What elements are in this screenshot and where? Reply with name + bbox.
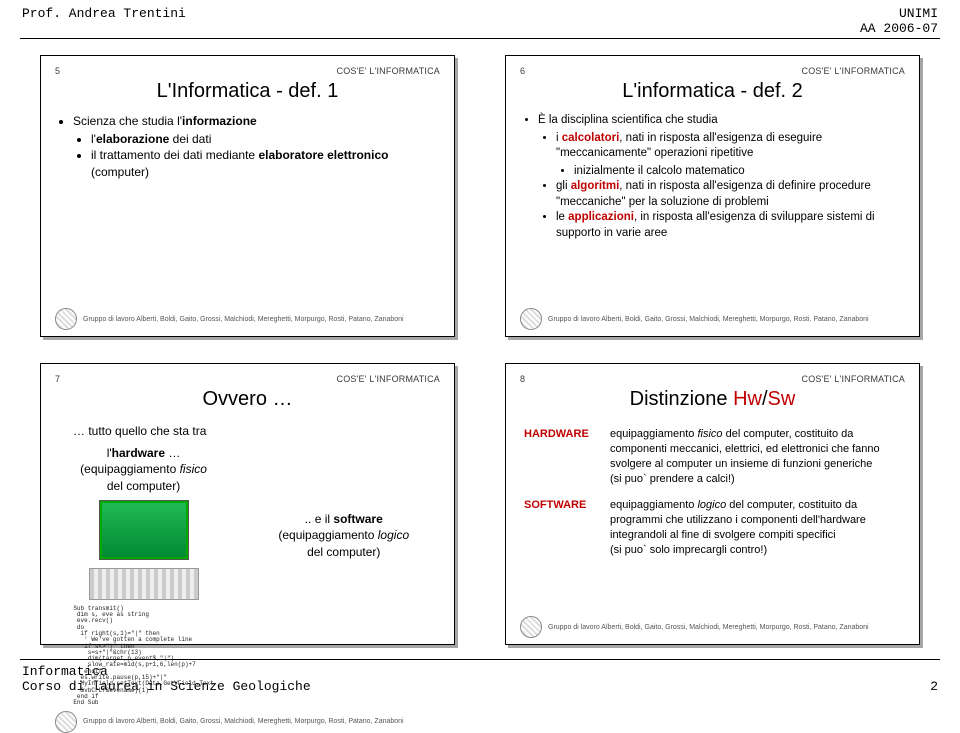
credits-text: Gruppo di lavoro Alberti, Boldi, Gaito, … [83, 718, 404, 725]
header-right-top: UNIMI [899, 6, 938, 21]
slide-number: 7 [55, 374, 60, 384]
page-number: 2 [930, 679, 938, 694]
university-logo-icon [520, 308, 542, 330]
hardware-block: l'hardware … (equipaggiamento fisico del… [55, 445, 232, 706]
software-block: .. e il software (equipaggiamento logico… [248, 511, 441, 560]
slide-category: COS'E' L'INFORMATICA [802, 66, 906, 76]
slide-number: 6 [520, 66, 525, 76]
slide-footer: Gruppo di lavoro Alberti, Boldi, Gaito, … [55, 308, 440, 330]
slide-7: 7 COS'E' L'INFORMATICA Ovvero … … tutto … [40, 363, 455, 645]
credits-text: Gruppo di lavoro Alberti, Boldi, Gaito, … [83, 316, 404, 323]
circuit-board-icon [99, 500, 189, 560]
slide-footer: Gruppo di lavoro Alberti, Boldi, Gaito, … [55, 711, 440, 733]
slide-body: Scienza che studia l'informazione l'elab… [55, 113, 440, 304]
hardware-desc: equipaggiamento fisico del computer, cos… [606, 421, 905, 492]
bullet: Scienza che studia l'informazione l'elab… [73, 113, 440, 180]
bullet: i calcolatori, nati in risposta all'esig… [556, 131, 905, 180]
slide-body: … tutto quello che sta tra l'hardware … … [55, 421, 440, 707]
bullet: gli algoritmi, nati in risposta all'esig… [556, 179, 905, 210]
header-left: Prof. Andrea Trentini [22, 6, 186, 36]
bullet: il trattamento dei dati mediante elabora… [91, 147, 440, 179]
slide-category: COS'E' L'INFORMATICA [337, 66, 441, 76]
bullet: le applicazioni, in risposta all'esigenz… [556, 210, 905, 241]
hardware-label: HARDWARE [520, 421, 606, 492]
university-logo-icon [55, 308, 77, 330]
slide-5: 5 COS'E' L'INFORMATICA L'Informatica - d… [40, 55, 455, 337]
table-row: HARDWARE equipaggiamento fisico del comp… [520, 421, 905, 492]
slide-6: 6 COS'E' L'INFORMATICA L'informatica - d… [505, 55, 920, 337]
slide-footer: Gruppo di lavoro Alberti, Boldi, Gaito, … [520, 308, 905, 330]
slide-title: L'Informatica - def. 1 [55, 80, 440, 103]
hw-sw-table: HARDWARE equipaggiamento fisico del comp… [520, 421, 905, 564]
bullet: l'elaborazione dei dati [91, 131, 440, 147]
intro-text: … tutto quello che sta tra [73, 423, 440, 439]
university-logo-icon [520, 616, 542, 638]
slide-body: È la disciplina scientifica che studia i… [520, 113, 905, 304]
slide-category: COS'E' L'INFORMATICA [337, 374, 441, 384]
header-right-bottom: AA 2006-07 [860, 21, 938, 36]
slide-title: Distinzione Hw/Sw [520, 388, 905, 411]
keyboard-icon [89, 568, 199, 600]
slide-title: L'informatica - def. 2 [520, 80, 905, 103]
bullet: inizialmente il calcolo matematico [574, 164, 905, 180]
software-desc: equipaggiamento logico del computer, cos… [606, 492, 905, 563]
code-snippet: Sub transmit() dim s, eve as string eve.… [73, 606, 213, 707]
slide-number: 8 [520, 374, 525, 384]
slide-number: 5 [55, 66, 60, 76]
slide-body: HARDWARE equipaggiamento fisico del comp… [520, 421, 905, 612]
university-logo-icon [55, 711, 77, 733]
bullet: È la disciplina scientifica che studia i… [538, 113, 905, 241]
credits-text: Gruppo di lavoro Alberti, Boldi, Gaito, … [548, 316, 869, 323]
slide-title: Ovvero … [55, 388, 440, 411]
slide-8: 8 COS'E' L'INFORMATICA Distinzione Hw/Sw… [505, 363, 920, 645]
table-row: SOFTWARE equipaggiamento logico del comp… [520, 492, 905, 563]
slides-grid: 5 COS'E' L'INFORMATICA L'Informatica - d… [0, 39, 960, 655]
software-label: SOFTWARE [520, 492, 606, 563]
credits-text: Gruppo di lavoro Alberti, Boldi, Gaito, … [548, 624, 869, 631]
page-header: Prof. Andrea Trentini UNIMI AA 2006-07 [0, 0, 960, 36]
slide-category: COS'E' L'INFORMATICA [802, 374, 906, 384]
slide-footer: Gruppo di lavoro Alberti, Boldi, Gaito, … [520, 616, 905, 638]
